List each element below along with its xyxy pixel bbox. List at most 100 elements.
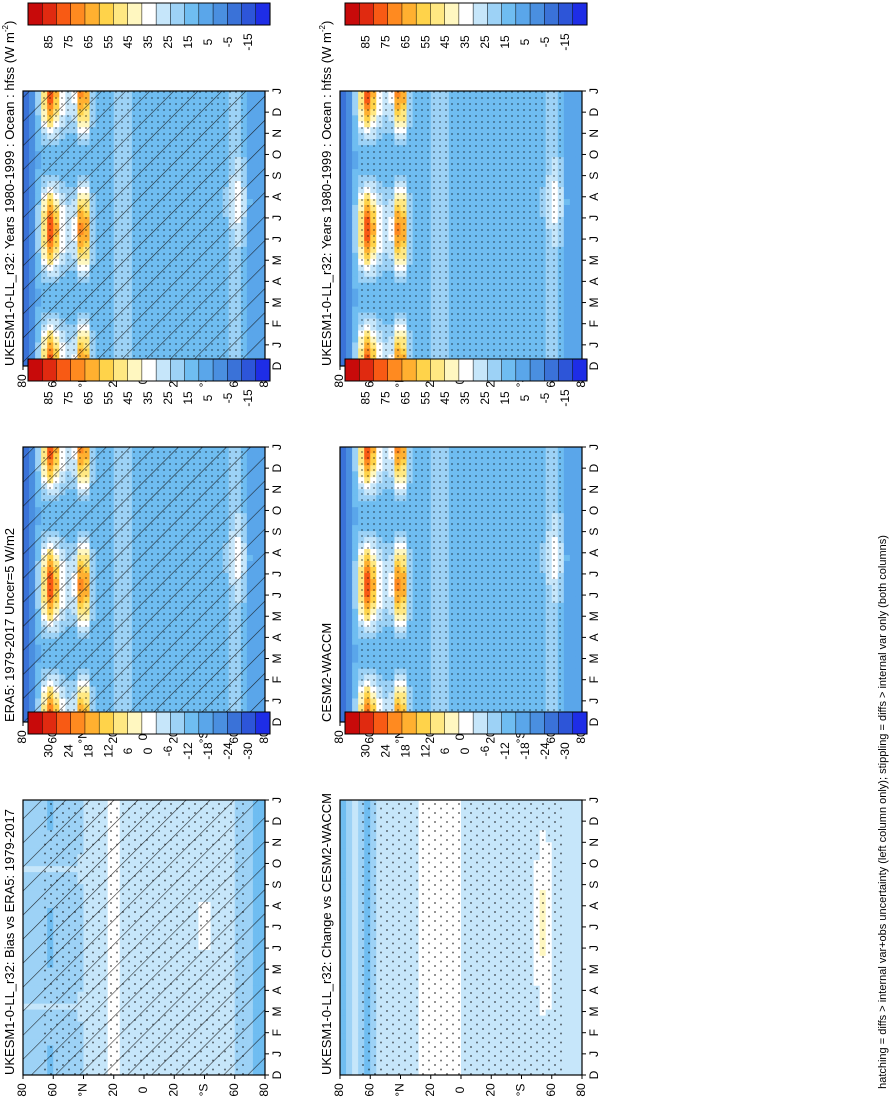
heatmap-cell [575,348,583,355]
month-label: J [587,88,601,94]
heatmap-cell [346,120,353,128]
heatmap-cell [569,282,577,289]
heatmap-cell [340,270,347,277]
heatmap-cell [346,312,353,319]
heatmap-cell [352,162,359,170]
colorbar-label: -5 [538,36,552,47]
heatmap-cell [575,156,583,164]
heatmap-cell [575,264,583,271]
heatmap-cell [575,336,583,343]
heatmap-cell [352,330,359,337]
colorbar-label: 25 [161,35,175,49]
colorbar-swatch [472,2,488,26]
heatmap-cell [352,336,359,343]
colorbar-label: 55 [418,35,432,49]
heatmap-cell [569,144,577,152]
heatmap-cell [569,162,577,170]
heatmap-cell [575,198,583,205]
heatmap-cell [575,246,583,253]
heatmap-cell [340,276,347,283]
heatmap-cell [340,168,347,176]
colorbar-label: 65 [81,35,95,49]
heatmap-cell [352,288,359,295]
colorbar-label: 45 [438,35,452,49]
heatmap-cell [352,174,359,182]
colorbar-swatch [27,2,43,26]
heatmap-cell [340,258,347,265]
heatmap-cell [575,150,583,158]
heatmap-cell [569,204,577,211]
heatmap-cell [340,186,347,194]
colorbar-label: 25 [478,35,492,49]
heatmap-cell [569,270,577,277]
heatmap-cell [575,330,583,337]
heatmap-cell [575,294,583,301]
heatmap-cell [575,108,583,116]
heatmap-cell [569,300,577,307]
heatmap-cell [569,222,577,229]
month-label: M [587,255,601,265]
heatmap-cell [563,108,571,116]
heatmap-cell [569,216,577,223]
colorbar-swatch [56,2,72,26]
heatmap-cell [569,240,577,247]
heatmap-cell [346,336,353,343]
heatmap-cell [340,144,347,152]
heatmap-cell [346,108,353,116]
heatmap-cell [340,300,347,307]
heatmap-cell [575,276,583,283]
month-label: F [587,320,601,327]
heatmap-cell [352,108,359,116]
month-label: D [587,361,601,370]
heatmap-cell [346,252,353,259]
heatmap-cell [563,264,571,271]
heatmap-cell [346,91,353,98]
heatmap-cell [563,91,571,98]
month-label: J [270,215,284,221]
heatmap-cell [346,258,353,265]
heatmap-cell [346,234,353,241]
heatmap-cell [575,222,583,229]
heatmap-cell [346,342,353,349]
heatmap-cell [346,276,353,283]
heatmap-cell [340,306,347,313]
latitude-label: 80 [15,374,29,388]
heatmap-cell [340,216,347,223]
colorbar-label: 65 [398,35,412,49]
colorbar-swatch [344,2,360,26]
colorbar-swatch [387,2,403,26]
heatmap-cell [346,96,353,104]
heatmap-cell [346,330,353,337]
colorbar-frame [344,2,588,26]
heatmap-cell [575,300,583,307]
heatmap-cell [352,156,359,164]
heatmap-cell [352,168,359,176]
heatmap-cell [340,246,347,253]
heatmap-cell [575,258,583,265]
heatmap-cell [346,294,353,301]
heatmap-cell [563,330,571,337]
heatmap-cell [563,150,571,158]
heatmap-cell [352,324,359,331]
colorbar-swatch [212,2,228,26]
heatmap-cell [569,342,577,349]
heatmap-cell [569,288,577,295]
heatmap-cell [563,276,571,283]
heatmap-cell [575,174,583,182]
heatmap-cell [340,138,347,146]
heatmap-cell [575,120,583,128]
heatmap-cell [563,162,571,170]
heatmap-cell [563,324,571,331]
colorbar-swatch [255,2,271,26]
heatmap-cell [575,312,583,319]
heatmap-cell [563,222,571,229]
stippling-overlay [42,91,246,366]
heatmap-cell [340,336,347,343]
heatmap-cell [563,120,571,128]
heatmap-cell [346,288,353,295]
heatmap-cell [575,240,583,247]
heatmap-cell [563,132,571,140]
heatmap-cell [563,186,571,194]
